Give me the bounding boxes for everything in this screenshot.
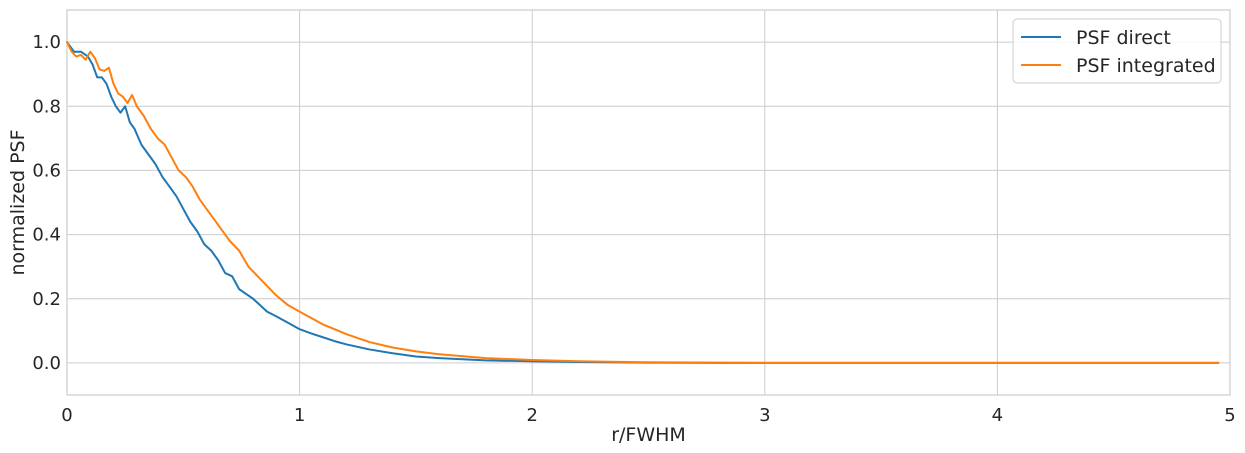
y-tick-labels: 0.0 0.2 0.4 0.6 0.8 1.0 [32,32,61,374]
legend: PSF direct PSF integrated [1012,18,1222,84]
x-tick-label: 5 [1224,405,1235,426]
x-axis-label: r/FWHM [611,424,686,446]
y-tick-label: 0.0 [32,353,61,374]
y-axis-label: normalized PSF [7,129,29,275]
y-tick-label: 1.0 [32,32,61,53]
plot-frame [66,9,1231,396]
y-tick-label: 0.2 [32,289,61,310]
legend-label: PSF integrated [1076,55,1216,77]
series-line-2 [66,41,1220,364]
y-tick-label: 0.6 [32,160,61,181]
y-tick-label: 0.4 [32,225,61,246]
x-tick-label: 0 [61,405,72,426]
y-tick-label: 0.8 [32,96,61,117]
x-tick-label: 3 [759,405,770,426]
x-tick-label: 4 [992,405,1003,426]
series-line-1 [66,41,1220,364]
x-tick-labels: 0 1 2 3 4 5 [61,405,1235,426]
series-layer [66,41,1220,364]
legend-box [1012,18,1222,84]
x-tick-label: 1 [294,405,305,426]
x-tick-label: 2 [526,405,537,426]
legend-label: PSF direct [1076,27,1171,49]
